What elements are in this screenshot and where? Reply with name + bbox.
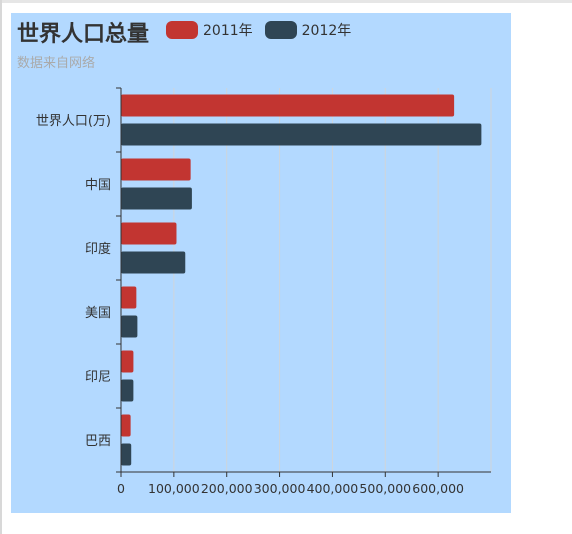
legend-label-2011: 2011年 [203,23,253,39]
chart-title: 世界人口总量 [17,22,150,47]
bar-2011-4[interactable] [121,350,134,373]
y-tick-label: 美国 [85,306,111,321]
bar-2012-2[interactable] [121,251,186,274]
x-tick-label: 400,000 [307,481,359,496]
bar-2011-5[interactable] [121,414,131,437]
x-tick-label: 0 [117,481,125,496]
y-tick-label: 印尼 [85,370,111,385]
chart-panel: 世界人口总量 数据来自网络 2011年 2012年 世界人口(万) 中国印度美国印… [11,13,511,513]
bar-2011-1[interactable] [121,158,191,181]
x-tick-label: 300,000 [254,481,306,496]
legend-swatch-2011 [166,21,198,39]
bars [121,94,482,466]
bar-2011-3[interactable] [121,286,137,309]
window-left-edge [0,0,2,534]
legend-label-2012: 2012年 [301,23,352,39]
window-top-edge [0,0,572,3]
bar-2012-0[interactable] [121,123,482,146]
x-tick-label: 100,000 [148,481,200,496]
y-tick-label: 巴西 [85,434,111,449]
chart-subtitle: 数据来自网络 [17,56,96,71]
axes [116,87,491,477]
legend-item-2011[interactable]: 2011年 [166,20,253,40]
x-tick-label: 200,000 [201,481,253,496]
grid-lines [173,88,492,472]
bar-2011-0[interactable] [121,94,455,117]
legend-item-2012[interactable]: 2012年 [264,20,352,40]
y-tick-label: 印度 [85,241,111,257]
bar-2012-3[interactable] [121,315,138,338]
bar-2011-2[interactable] [121,222,177,245]
x-tick-label: 600,000 [412,481,464,496]
bar-2012-5[interactable] [121,443,132,466]
legend-swatch-2012 [264,21,297,39]
chart-legend: 2011年 2012年 [166,18,363,42]
y-tick-label: 中国 [85,178,111,193]
y-tick-label: 世界人口(万) [36,114,111,129]
bar-2012-4[interactable] [121,379,134,402]
x-tick-label: 500,000 [359,481,411,496]
bar-2012-1[interactable] [121,187,192,210]
